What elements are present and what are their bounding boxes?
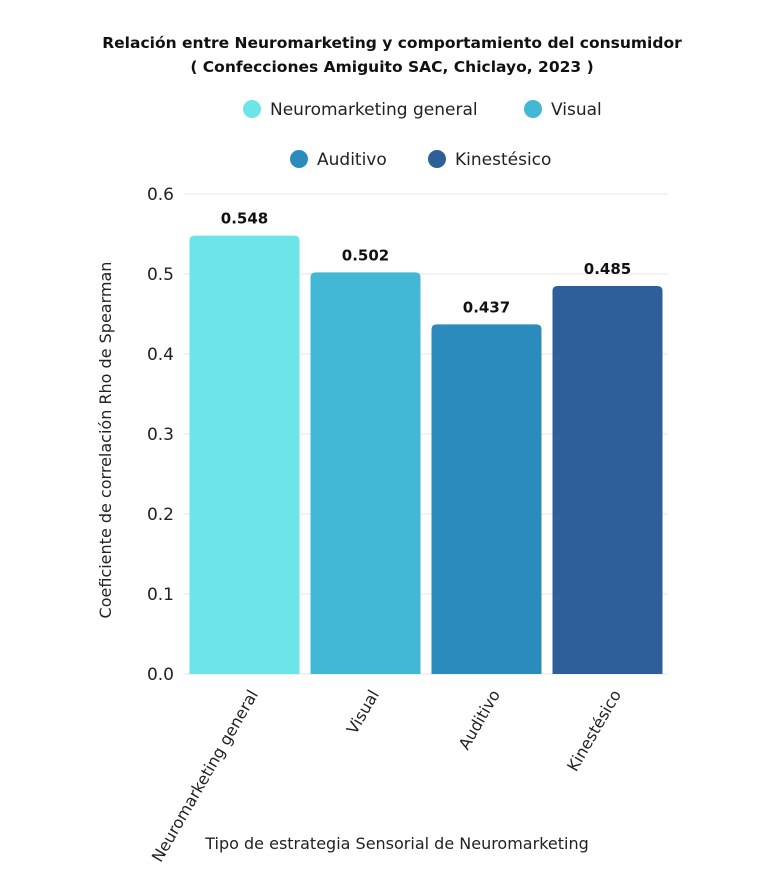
y-axis-label: Coeficiente de correlación Rho de Spearm…: [96, 262, 115, 619]
x-tick-label: Kinestésico: [563, 687, 625, 775]
x-axis-label: Tipo de estrategia Sensorial de Neuromar…: [204, 834, 589, 853]
data-labels: 0.548 0.502 0.437 0.485: [221, 210, 631, 317]
y-tick-label: 0.2: [147, 505, 174, 525]
legend-label: Neuromarketing general: [270, 100, 478, 120]
legend: Neuromarketing general Visual Auditivo Kine…: [243, 100, 602, 170]
legend-label: Kinestésico: [455, 150, 551, 170]
y-tick-label: 0.4: [147, 345, 174, 365]
chart-subtitle: ( Confecciones Amiguito SAC, Chiclayo, 2…: [190, 58, 593, 76]
bar-kinestésico: [552, 286, 663, 674]
data-label: 0.502: [342, 246, 389, 264]
legend-marker: [290, 150, 308, 168]
legend-marker: [524, 100, 542, 118]
chart-title: Relación entre Neuromarketing y comporta…: [102, 34, 682, 52]
data-label: 0.485: [584, 260, 631, 278]
bars: [189, 235, 663, 674]
y-tick-label: 0.3: [147, 425, 174, 445]
y-tick-label: 0.0: [147, 665, 174, 685]
data-label: 0.548: [221, 210, 268, 228]
y-tick-label: 0.1: [147, 585, 174, 605]
y-tick-label: 0.6: [147, 185, 174, 205]
legend-marker: [428, 150, 446, 168]
bar-auditivo: [431, 324, 542, 674]
x-tick-label: Visual: [343, 687, 383, 738]
legend-label: Auditivo: [317, 150, 387, 170]
data-label: 0.437: [463, 298, 510, 316]
legend-marker: [243, 100, 261, 118]
bar-visual: [310, 272, 421, 674]
y-tick-label: 0.5: [147, 265, 174, 285]
bar-neuromarketing-general: [189, 235, 300, 674]
x-tick-label: Auditivo: [455, 687, 504, 753]
y-axis-ticks: 0.0 0.1 0.2 0.3 0.4 0.5 0.6: [147, 185, 174, 685]
legend-label: Visual: [551, 100, 602, 120]
